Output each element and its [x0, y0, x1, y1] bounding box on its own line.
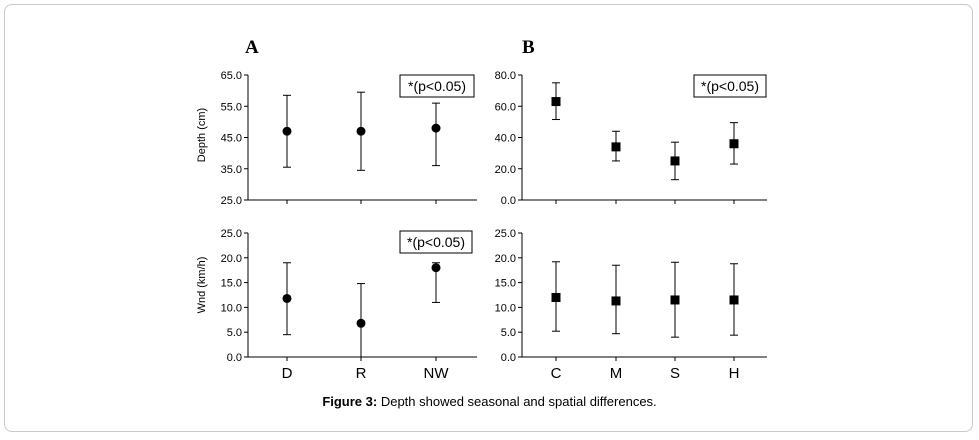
b-data-point	[551, 97, 561, 107]
b-y-tick-label: 40.0	[495, 133, 516, 145]
a-bottom-y-tick-label: 25.0	[221, 228, 242, 240]
a-bottom-y-tick-label: 20.0	[221, 253, 242, 265]
b-y-tick-label: 20.0	[495, 164, 516, 176]
b-bottom-data-point	[729, 295, 739, 305]
figure-frame	[4, 4, 973, 432]
b-annotation-box	[693, 74, 767, 98]
b-y-tick-label: 0.0	[501, 195, 516, 207]
b-bottom-y-tick-label: 15.0	[495, 278, 516, 290]
a-data-point	[282, 126, 292, 136]
b-panel-letter: B	[522, 37, 535, 58]
figure-caption: Figure 3: Depth showed seasonal and spat…	[0, 394, 979, 409]
a-bottom-x-tick-label: D	[282, 365, 293, 382]
a-annotation: *(p<0.05)	[408, 78, 466, 94]
b-bottom-y-tick-label: 0.0	[501, 352, 516, 364]
b-bottom-data-point	[551, 292, 561, 302]
b-y-tick-label: 80.0	[495, 70, 516, 82]
b-data-point	[670, 156, 680, 166]
a-bottom-y-tick-label: 0.0	[227, 352, 242, 364]
a-bottom-y-axis-label: Wnd (km/h)	[196, 257, 208, 314]
b-bottom-x-tick-label: S	[670, 365, 680, 382]
b-bottom-y-tick-label: 20.0	[495, 253, 516, 265]
b-bottom-x-tick-label: H	[729, 365, 740, 382]
a-bottom-annotation-box	[399, 230, 473, 254]
a-bottom-x-tick-label: NW	[424, 365, 450, 382]
a-bottom-data-point	[431, 263, 441, 273]
a-y-tick-label: 65.0	[221, 70, 242, 82]
b-bottom-data-point	[611, 296, 621, 306]
a-bottom-annotation: *(p<0.05)	[407, 234, 465, 250]
a-panel-letter: A	[245, 37, 259, 58]
a-bottom-y-tick-label: 15.0	[221, 278, 242, 290]
b-annotation: *(p<0.05)	[701, 78, 759, 94]
caption-label: Figure 3:	[322, 394, 378, 409]
a-data-point	[356, 126, 366, 136]
b-y-tick-label: 60.0	[495, 101, 516, 113]
a-y-axis-label: Depth (cm)	[196, 108, 208, 162]
a-bottom-data-point	[282, 293, 292, 303]
a-y-tick-label: 45.0	[221, 133, 242, 145]
a-y-tick-label: 25.0	[221, 195, 242, 207]
b-data-point	[729, 139, 739, 149]
a-bottom-y-tick-label: 10.0	[221, 302, 242, 314]
a-bottom-x-tick-label: R	[356, 365, 367, 382]
b-data-point	[611, 142, 621, 152]
a-data-point	[431, 123, 441, 133]
b-bottom-y-tick-label: 5.0	[501, 327, 516, 339]
b-bottom-y-tick-label: 25.0	[495, 228, 516, 240]
a-y-tick-label: 35.0	[221, 164, 242, 176]
b-bottom-x-tick-label: M	[610, 365, 623, 382]
a-annotation-box	[399, 74, 475, 98]
b-bottom-x-tick-label: C	[551, 365, 562, 382]
a-y-tick-label: 55.0	[221, 101, 242, 113]
b-bottom-data-point	[670, 295, 680, 305]
caption-text: Depth showed seasonal and spatial differ…	[377, 394, 657, 409]
a-bottom-data-point	[356, 318, 366, 328]
b-bottom-y-tick-label: 10.0	[495, 302, 516, 314]
a-bottom-y-tick-label: 5.0	[227, 327, 242, 339]
